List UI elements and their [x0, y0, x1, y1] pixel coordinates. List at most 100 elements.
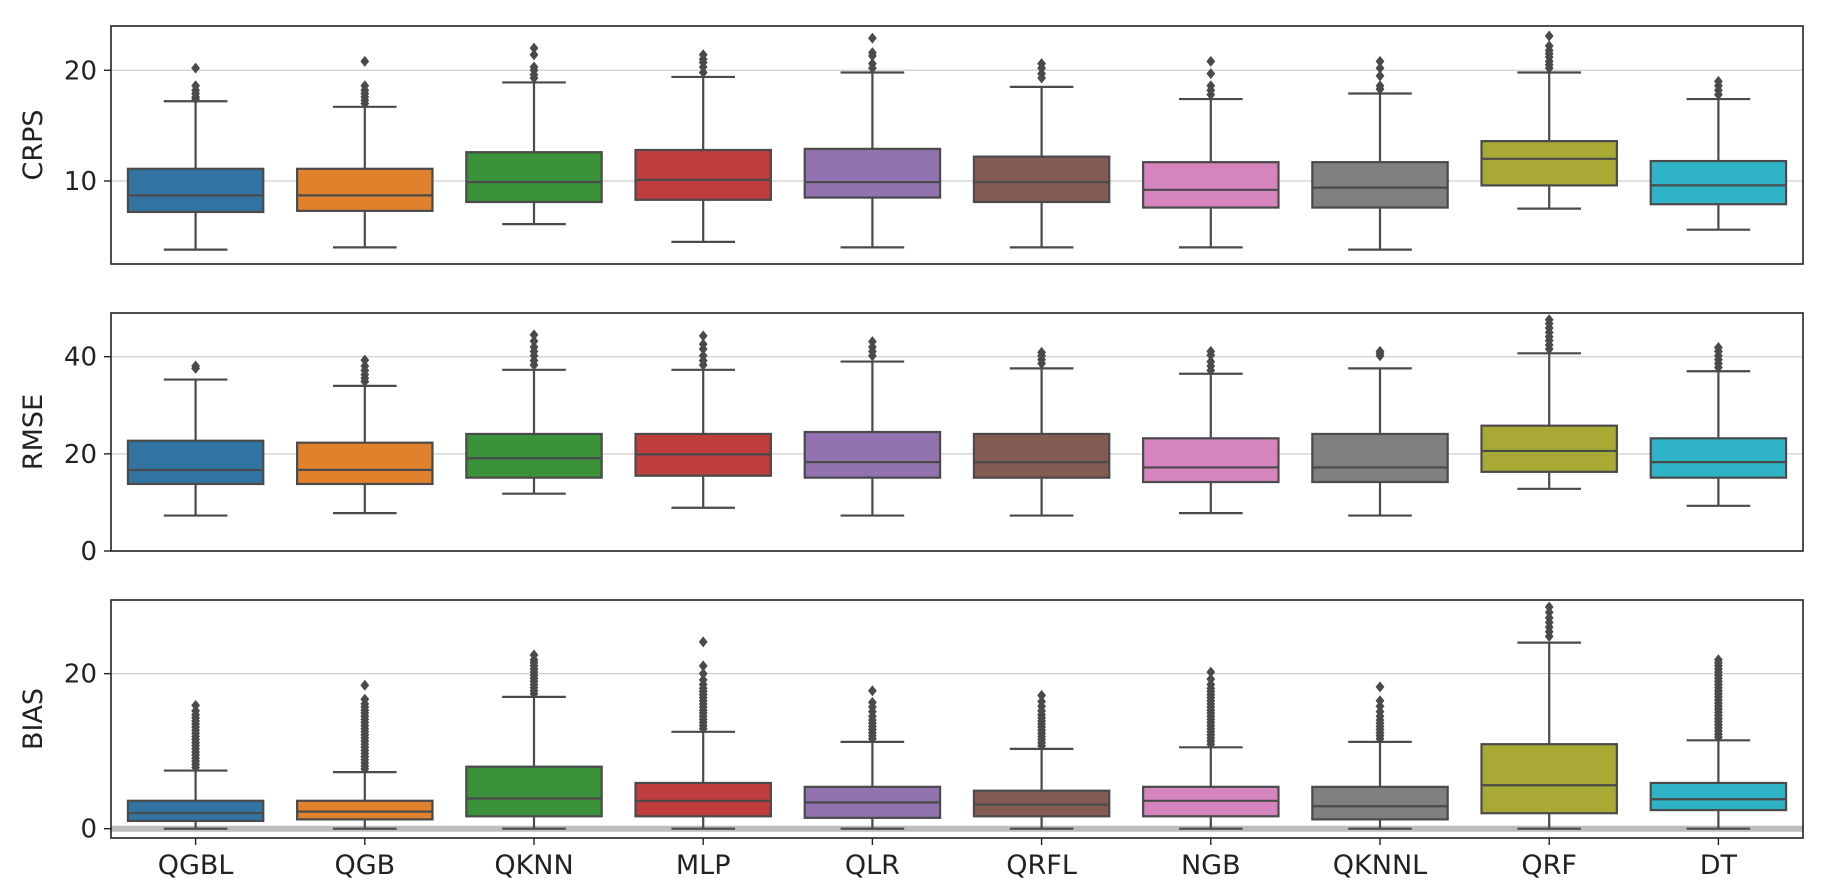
- outlier-point: [1206, 55, 1216, 67]
- box-body: [1649, 781, 1788, 812]
- box-qrfl: [972, 689, 1111, 830]
- outlier-point: [698, 660, 708, 672]
- box-body: [972, 155, 1111, 204]
- box-body: [1142, 161, 1280, 209]
- outlier-point: [868, 685, 877, 697]
- outlier-point: [868, 47, 877, 59]
- y-tick-label: 20: [64, 440, 97, 470]
- box-body: [1480, 424, 1618, 473]
- box-dt: [1649, 654, 1788, 830]
- box-body: [972, 432, 1111, 479]
- box-body: [1142, 437, 1280, 484]
- outlier-point: [360, 354, 370, 366]
- outlier-point: [698, 330, 708, 342]
- outlier-point: [1206, 68, 1216, 80]
- x-tick-label: QGBL: [158, 850, 234, 881]
- outlier-point: [529, 42, 539, 54]
- box-qgb: [296, 679, 434, 830]
- outlier-point: [1206, 673, 1216, 685]
- outlier-point: [529, 649, 539, 661]
- box-body: [1311, 432, 1449, 484]
- box-body: [296, 441, 434, 486]
- outlier-point: [1544, 40, 1554, 52]
- panel-frame: [110, 599, 1804, 839]
- panel-frame: [110, 312, 1804, 552]
- box-body: [1311, 785, 1449, 821]
- y-tick-label: 0: [80, 537, 97, 567]
- outlier-point: [1375, 62, 1385, 74]
- outlier-point: [1037, 58, 1046, 70]
- box-qlr: [803, 336, 942, 517]
- box-body: [634, 148, 772, 201]
- box-qgbl: [126, 360, 265, 517]
- x-tick-label: QRF: [1521, 850, 1577, 881]
- outlier-point: [529, 49, 539, 61]
- y-tick-label: 40: [64, 343, 97, 373]
- outlier-point: [1037, 696, 1046, 708]
- outlier-point: [868, 58, 877, 70]
- outlier-point: [1375, 345, 1385, 357]
- outlier-point: [1375, 55, 1385, 67]
- x-tick-label: QKNN: [494, 850, 573, 881]
- y-axis-label: CRPS: [18, 109, 49, 180]
- box-qknn: [465, 649, 603, 830]
- box-qknnl: [1311, 55, 1449, 251]
- outlier-point: [191, 699, 200, 711]
- outlier-point: [1037, 346, 1046, 358]
- x-tick-label: NGB: [1181, 850, 1241, 881]
- outlier-point: [698, 338, 708, 350]
- outlier-point: [529, 329, 539, 341]
- outlier-point: [529, 335, 539, 347]
- y-axis-label: BIAS: [18, 688, 49, 750]
- box-qgbl: [126, 699, 265, 830]
- outlier-point: [1206, 356, 1216, 368]
- x-tick-label: QGB: [334, 850, 395, 881]
- box-body: [465, 151, 603, 204]
- box-mlp: [634, 636, 772, 830]
- outlier-point: [360, 80, 370, 92]
- outlier-point: [868, 32, 877, 44]
- outlier-point: [1206, 345, 1216, 357]
- box-qrf: [1480, 601, 1618, 830]
- x-tick-label: MLP: [676, 850, 731, 881]
- y-tick-label: 10: [64, 167, 97, 197]
- y-axis-label: RMSE: [18, 394, 49, 470]
- x-tick-label: QKNNL: [1333, 850, 1427, 881]
- outlier-point: [529, 341, 539, 353]
- box-body: [126, 167, 265, 214]
- box-qrf: [1480, 314, 1618, 490]
- box-body: [296, 799, 434, 821]
- box-qrf: [1480, 30, 1618, 210]
- box-body: [126, 439, 265, 486]
- y-tick-label: 20: [64, 660, 97, 690]
- outlier-point: [698, 668, 708, 680]
- panel-bias: 0 20 BIAS: [18, 599, 1804, 845]
- outlier-point: [1037, 689, 1046, 701]
- box-body: [1480, 140, 1618, 187]
- outlier-point: [1375, 681, 1385, 693]
- box-body: [126, 799, 265, 823]
- box-body: [296, 167, 434, 212]
- outlier-point: [1714, 654, 1723, 666]
- box-qgbl: [126, 62, 265, 251]
- box-body: [972, 789, 1111, 818]
- outlier-point: [1375, 80, 1385, 92]
- outlier-point: [1544, 314, 1554, 326]
- panel-crps: 10 20 CRPS: [18, 25, 1804, 265]
- box-ngb: [1142, 666, 1280, 830]
- outlier-point: [191, 62, 200, 74]
- outlier-point: [191, 80, 200, 92]
- outlier-point: [1714, 341, 1723, 353]
- outlier-point: [698, 674, 708, 686]
- box-dt: [1649, 75, 1788, 231]
- box-qlr: [803, 32, 942, 249]
- box-dt: [1649, 341, 1788, 507]
- box-qlr: [803, 685, 942, 830]
- box-qrfl: [972, 346, 1111, 517]
- box-body: [803, 147, 942, 199]
- panel-frame: [110, 25, 1804, 265]
- box-ngb: [1142, 345, 1280, 515]
- outlier-point: [360, 679, 370, 691]
